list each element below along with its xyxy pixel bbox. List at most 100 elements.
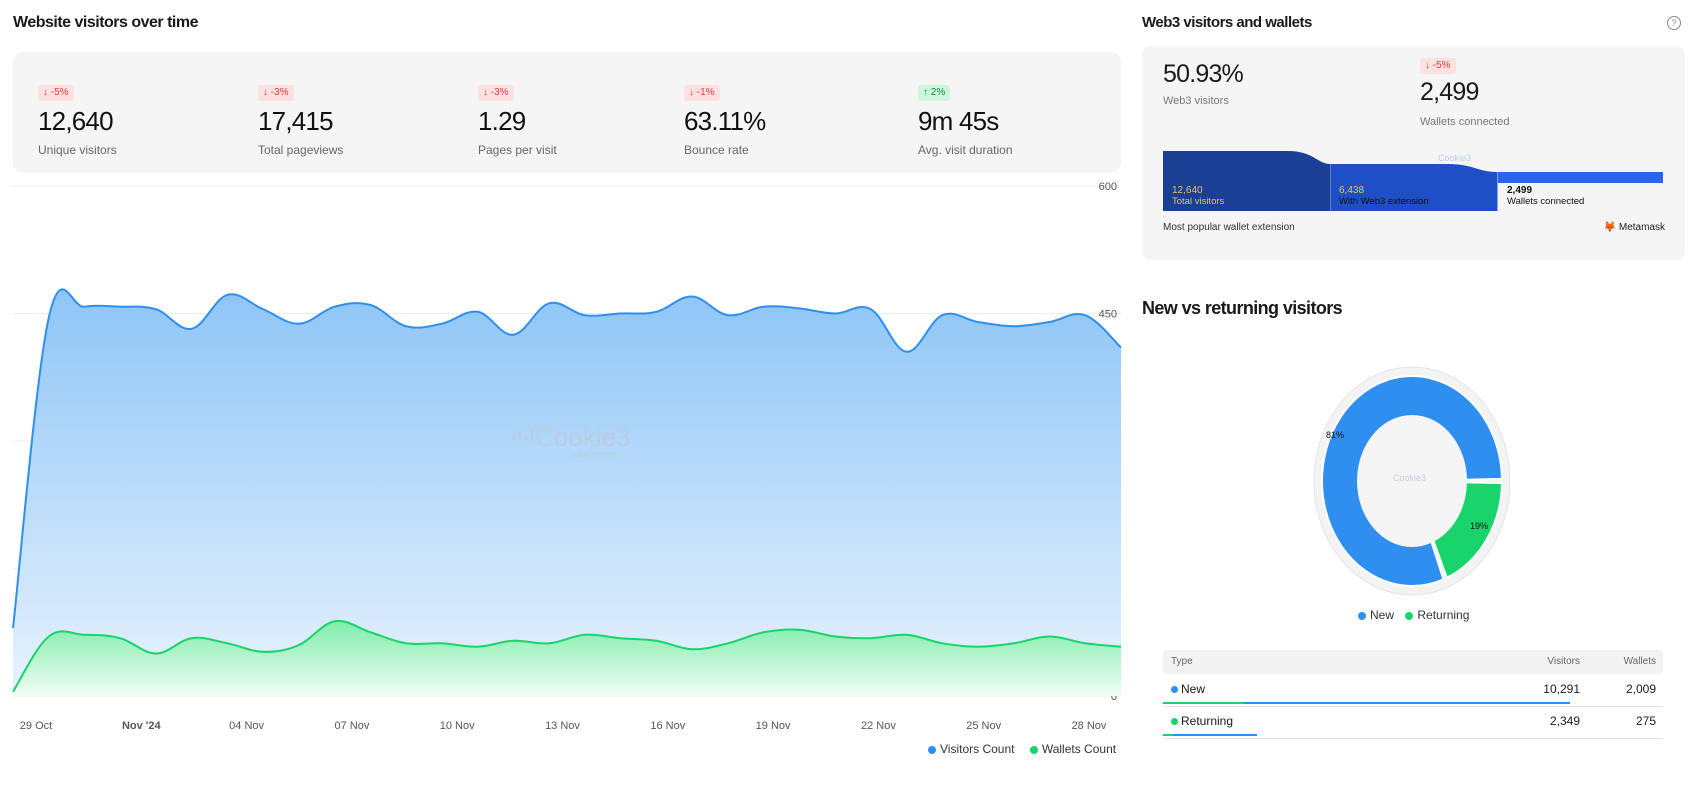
stat-avg-visit-duration: ↑ 2% 9m 45s Avg. visit duration	[918, 82, 1013, 157]
series-line-visitors[interactable]	[12, 288, 1122, 629]
stat-bounce-rate: ↓ -1% 63.11% Bounce rate	[684, 82, 766, 157]
x-tick-label: 22 Nov	[861, 720, 896, 732]
legend-item-new[interactable]: New	[1358, 608, 1394, 622]
badge-text: -1%	[696, 87, 715, 98]
stat-label: Bounce rate	[684, 143, 749, 157]
stat-label: Pages per visit	[478, 143, 557, 157]
table-row[interactable]: Returning 2,349 275	[1163, 706, 1663, 739]
row-type-label: Returning	[1181, 714, 1234, 728]
visitors-share-bar	[1244, 702, 1570, 704]
row-wallets: 275	[1635, 714, 1656, 728]
wallets-value: 2,499	[1420, 78, 1479, 106]
watermark-text: Cookie3	[1438, 153, 1471, 163]
stat-value: 17,415	[258, 106, 334, 136]
x-tick-label: 04 Nov	[229, 720, 264, 732]
header-wallets: Wallets	[1623, 656, 1656, 667]
table-header: Type Visitors Wallets	[1163, 650, 1663, 674]
x-tick-label: 07 Nov	[334, 720, 369, 732]
funnel-divider	[1330, 164, 1331, 211]
stat-value: 9m 45s	[918, 106, 999, 136]
change-badge: ↓ -5%	[1420, 58, 1456, 74]
metamask-fox-icon: 🦊	[1603, 222, 1617, 233]
series-area-visitors	[13, 289, 1121, 696]
stat-unique-visitors: ↓ -5% 12,640 Unique visitors	[38, 82, 117, 157]
legend-dot	[1171, 718, 1178, 726]
x-tick-label: 25 Nov	[966, 720, 1001, 732]
stat-label: Avg. visit duration	[918, 143, 1013, 157]
watermark-text: Cookie3	[535, 422, 630, 452]
legend-dot	[1358, 611, 1366, 620]
stats-card: ↓ -5% 12,640 Unique visitors ↓ -3% 17,41…	[13, 52, 1121, 173]
slice-label-new: 81%	[1326, 430, 1344, 440]
legend-item-visitors[interactable]: Visitors Count	[928, 742, 1014, 756]
x-axis: 29 Oct Nov '24 04 Nov 07 Nov 10 Nov 13 Nov 16 …	[20, 720, 1107, 732]
legend-item-wallets[interactable]: Wallets Count	[1029, 742, 1117, 756]
popular-wallet-label: Most popular wallet extension	[1163, 222, 1295, 233]
row-type: Returning	[1171, 714, 1233, 728]
slice-label-returning: 19%	[1470, 521, 1488, 531]
stat-value: 63.11%	[684, 106, 766, 136]
visitors-area-chart: 0150300450600 Cookie3 ANALYTICS 29 OctNo…	[12, 181, 1122, 732]
header-type: Type	[1171, 656, 1193, 667]
header-visitors: Visitors	[1547, 656, 1580, 667]
web3-percent: 50.93%	[1163, 60, 1244, 88]
badge-text: -5%	[50, 87, 69, 98]
wallet-funnel: Cookie3 12,640 Total visitors 6,438 With…	[1163, 151, 1663, 211]
change-badge: ↓ -3%	[258, 85, 294, 101]
series-line-wallets[interactable]	[12, 619, 1122, 693]
wallets-label: Wallets connected	[1420, 116, 1510, 128]
change-badge: ↓ -1%	[684, 85, 720, 101]
legend-item-returning[interactable]: Returning	[1405, 608, 1469, 622]
legend-label: New	[1370, 608, 1395, 622]
donut-hole	[1357, 415, 1467, 547]
row-type-label: New	[1181, 682, 1206, 696]
badge-text: 2%	[930, 87, 946, 98]
funnel-label: With Web3 extension	[1339, 196, 1429, 207]
change-badge: ↓ -3%	[478, 85, 514, 101]
y-tick-label: 0	[1111, 691, 1117, 703]
funnel-stage-wallets	[1498, 172, 1663, 183]
row-type: New	[1171, 682, 1205, 696]
table-row[interactable]: New 10,291 2,009	[1163, 674, 1663, 707]
funnel-value: 2,499	[1507, 185, 1532, 196]
funnel-label: Wallets connected	[1507, 196, 1584, 207]
stat-total-pageviews: ↓ -3% 17,415 Total pageviews	[258, 82, 343, 157]
funnel-label: Total visitors	[1172, 196, 1225, 207]
funnel-divider	[1497, 172, 1498, 211]
popular-wallet-value: Metamask	[1618, 222, 1665, 233]
legend-label: Returning	[1417, 608, 1470, 622]
new-vs-returning-title: New vs returning visitors	[1142, 298, 1343, 318]
stat-label: Total pageviews	[258, 143, 344, 157]
legend-dot	[1029, 745, 1038, 754]
cookie3-logo-icon	[512, 428, 534, 442]
web3-card: 50.93% Web3 visitors ↓ -5% 2,499 Wallets…	[1142, 46, 1685, 260]
visitors-share-bar	[1173, 734, 1257, 736]
legend-dot	[1171, 686, 1178, 694]
web3-percent-label: Web3 visitors	[1163, 95, 1229, 107]
badge-text: -5%	[1432, 60, 1451, 71]
help-icon[interactable]: ?	[1667, 16, 1681, 30]
row-wallets: 2,009	[1625, 682, 1656, 696]
stat-value: 1.29	[478, 106, 526, 136]
funnel-value: 6,438	[1339, 185, 1364, 196]
x-tick-label: 10 Nov	[440, 720, 475, 732]
row-visitors: 2,349	[1549, 714, 1580, 728]
y-tick-label: 450	[1099, 309, 1117, 321]
watermark-subtext: ANALYTICS	[572, 451, 616, 460]
funnel-value: 12,640	[1172, 185, 1203, 196]
legend-dot	[1405, 611, 1414, 620]
x-tick-label: 28 Nov	[1072, 720, 1107, 732]
change-badge: ↑ 2%	[918, 85, 951, 101]
x-tick-label: Nov '24	[122, 720, 162, 732]
change-badge: ↓ -5%	[38, 85, 74, 101]
stat-label: Unique visitors	[38, 143, 117, 157]
legend-label: Visitors Count	[940, 742, 1015, 756]
watermark: Cookie3 ANALYTICS	[512, 422, 630, 460]
web3-title: Web3 visitors and wallets	[1142, 14, 1312, 31]
new-returning-donut: Cookie3 81% 19%	[1313, 366, 1510, 596]
legend-label: Wallets Count	[1041, 742, 1117, 756]
x-tick-label: 29 Oct	[20, 720, 52, 732]
series-areas	[12, 288, 1122, 696]
row-visitors: 10,291	[1543, 682, 1580, 696]
x-tick-label: 16 Nov	[650, 720, 685, 732]
